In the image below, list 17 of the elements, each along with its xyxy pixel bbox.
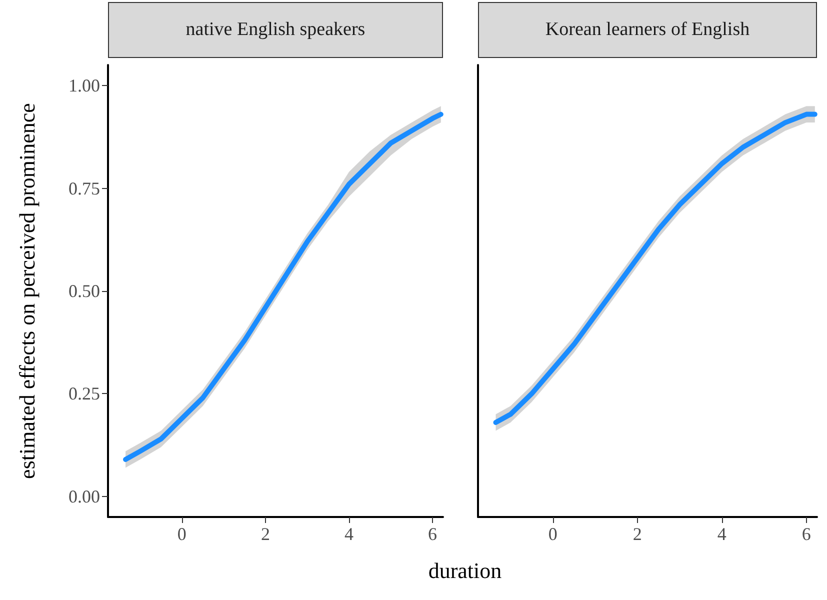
y-axis-title: estimated effects on perceived prominence (14, 103, 40, 479)
chart-title: native English speakers (108, 2, 443, 58)
y-tick-label: 1.00 (68, 76, 100, 96)
x-tick-label: 0 (548, 524, 558, 544)
x-tick-label: 2 (260, 524, 270, 544)
x-tick-label: 0 (177, 524, 186, 544)
x-tick-label: 6 (428, 524, 438, 544)
x-axis-title: duration (427, 558, 503, 584)
x-tick-label: 2 (632, 524, 642, 544)
chart-title: Korean learners of English (478, 2, 817, 58)
x-tick-label: 4 (344, 524, 354, 544)
y-tick-label: 0.75 (68, 178, 100, 198)
y-tick-label: 0.00 (68, 486, 100, 506)
y-tick-label: 0.25 (68, 384, 100, 404)
x-tick-label: 4 (717, 524, 726, 544)
x-tick-label: 6 (802, 524, 811, 544)
y-tick-label: 0.50 (68, 281, 100, 301)
